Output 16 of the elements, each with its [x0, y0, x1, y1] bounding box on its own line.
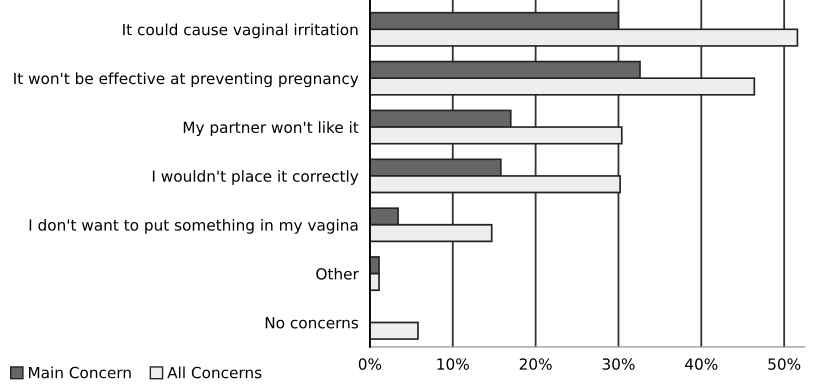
x-tick-label: 30%: [602, 358, 635, 370]
bar: [370, 322, 419, 340]
x-tick-label: 40%: [685, 358, 718, 370]
x-tick-label: 20%: [520, 358, 552, 370]
x-tick-label: 10%: [437, 358, 469, 370]
y-tick-label: I don't want to put something in my vagina: [30, 218, 358, 234]
x-tick-label: 0%: [358, 358, 382, 370]
legend-label: All Concerns: [167, 366, 262, 378]
y-tick-label: Other: [316, 268, 359, 280]
legend-label: Main Concern: [29, 366, 131, 378]
y-tick-label: It could cause vaginal irritation: [123, 24, 358, 38]
y-tick-label: It won't be effective at preventing pregnancy: [14, 72, 358, 88]
y-tick-label: I wouldn't place it correctly: [152, 170, 358, 185]
y-tick-label: My partner won't like it: [184, 121, 358, 136]
x-tick-label: 50%: [768, 358, 800, 370]
y-tick-label: No concerns: [266, 317, 358, 329]
